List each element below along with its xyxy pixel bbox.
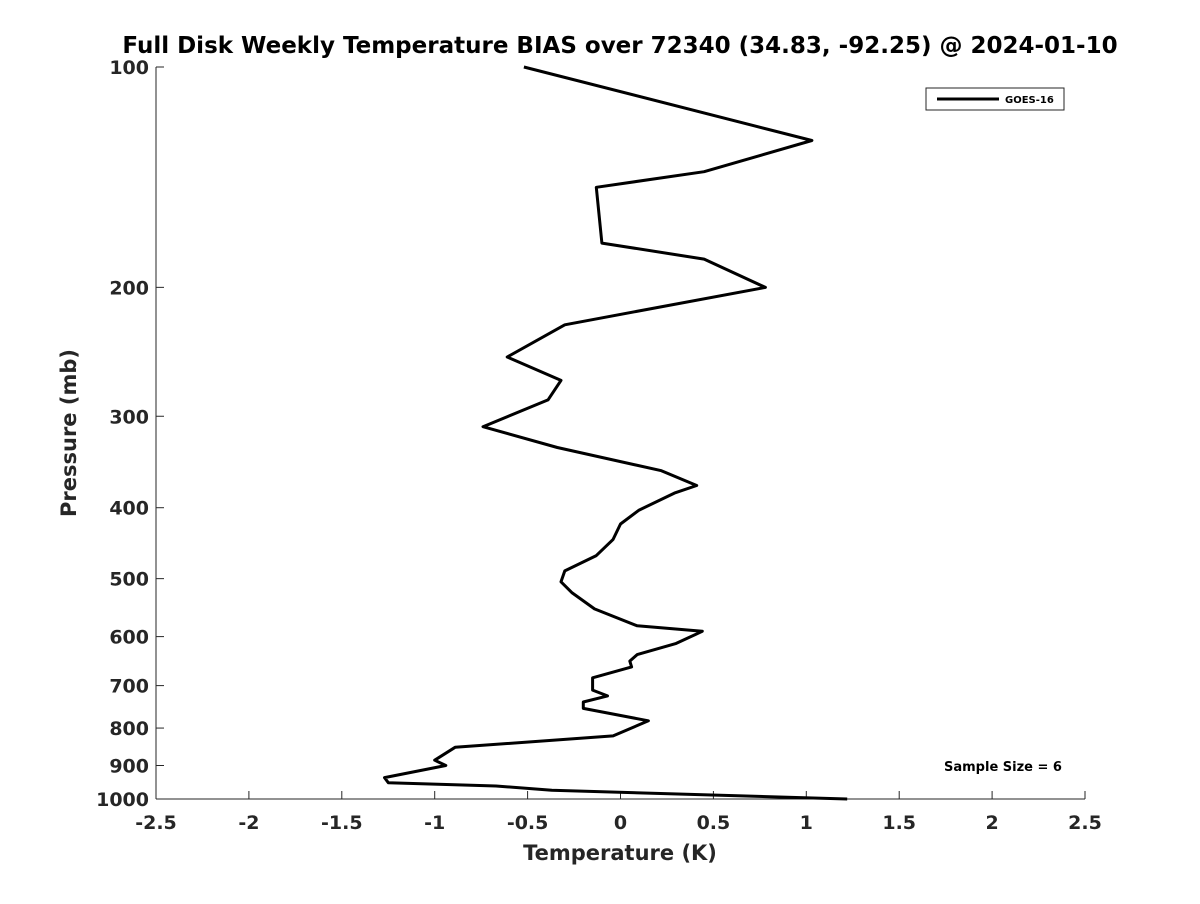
y-axis: 100 200 300 400 500 600 700 800 900 1000 xyxy=(96,57,164,811)
y-tick-label: 600 xyxy=(109,627,149,649)
x-tick-label: -2.5 xyxy=(135,812,177,834)
y-tick-label: 200 xyxy=(109,277,149,299)
legend-entry-goes-16: GOES-16 xyxy=(1005,95,1054,106)
y-tick-label: 500 xyxy=(109,569,149,591)
series-line-goes-16 xyxy=(383,65,848,801)
y-tick-label: 800 xyxy=(109,718,149,740)
y-axis-label: Pressure (mb) xyxy=(57,349,81,517)
y-tick-label: 300 xyxy=(109,406,149,428)
x-axis-label: Temperature (K) xyxy=(523,841,717,865)
sample-size-annotation: Sample Size = 6 xyxy=(944,760,1062,775)
x-axis: -2.5 -2 -1.5 -1 -0.5 0 0.5 1 1.5 2 2.5 xyxy=(135,791,1102,834)
x-tick-label: 2.5 xyxy=(1068,812,1102,834)
y-tick-label: 900 xyxy=(109,756,149,778)
x-tick-label: 2 xyxy=(985,812,998,834)
x-tick-label: 0 xyxy=(614,812,627,834)
series-group xyxy=(383,65,848,801)
plot-area xyxy=(156,67,1085,799)
y-tick-label: 700 xyxy=(109,676,149,698)
legend: GOES-16 xyxy=(925,87,1065,111)
x-tick-label: -1.5 xyxy=(321,812,363,834)
x-tick-label: -2 xyxy=(238,812,259,834)
x-tick-label: 1.5 xyxy=(882,812,916,834)
y-tick-label: 100 xyxy=(109,57,149,79)
x-tick-label: 1 xyxy=(800,812,813,834)
y-tick-label: 400 xyxy=(109,498,149,520)
x-tick-label: -1 xyxy=(424,812,445,834)
chart-title: Full Disk Weekly Temperature BIAS over 7… xyxy=(122,33,1117,59)
x-tick-label: -0.5 xyxy=(507,812,549,834)
x-tick-label: 0.5 xyxy=(697,812,731,834)
y-tick-label: 1000 xyxy=(96,789,149,811)
